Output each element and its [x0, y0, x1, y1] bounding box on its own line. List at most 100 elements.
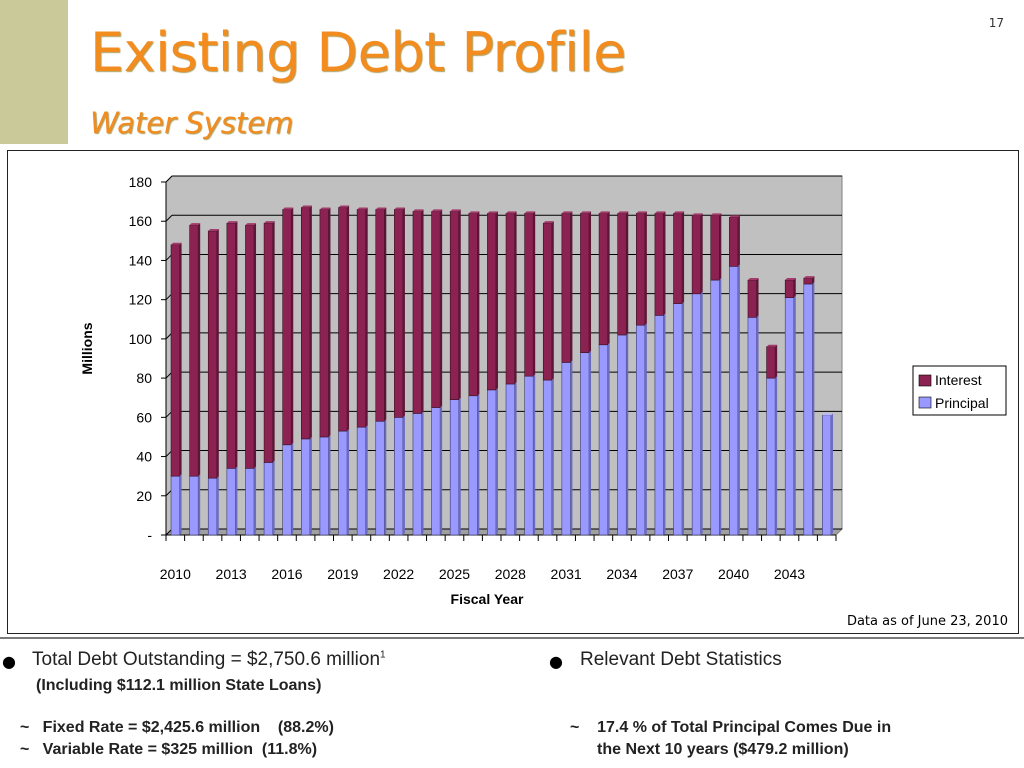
x-tick-label: 2022 [383, 566, 414, 582]
bar-interest-side [812, 276, 815, 284]
bar-top [673, 211, 685, 214]
bar-principal [505, 383, 515, 536]
y-axis-title: Millions [79, 322, 95, 374]
bar-principal-side [812, 281, 815, 535]
bar-principal-side [440, 405, 443, 535]
bar-interest [301, 207, 311, 440]
bar-principal [822, 415, 832, 536]
bar-interest-side [347, 205, 350, 432]
bar-interest-side [458, 209, 461, 400]
divider [0, 637, 1024, 639]
bar-principal-side [719, 278, 722, 535]
x-tick-label: 2037 [662, 566, 693, 582]
bar-top [710, 213, 722, 216]
bar-interest-side [719, 213, 722, 281]
bar-principal-side [328, 434, 331, 535]
bar-principal-side [235, 466, 238, 535]
bullet-icon: ● [2, 652, 16, 671]
bar-principal [170, 475, 180, 536]
bar-interest [636, 213, 646, 326]
bar-interest-side [607, 211, 610, 345]
bar-top [412, 209, 424, 212]
bar-principal-side [254, 466, 257, 535]
legend-swatch-interest [918, 374, 932, 387]
bar-principal-side [421, 411, 424, 535]
bar-principal [636, 324, 646, 536]
bar-principal [263, 462, 273, 536]
bar-principal-side [793, 295, 796, 535]
bar-interest [598, 213, 608, 346]
state-loans-note: (Including $112.1 million State Loans) [36, 677, 322, 694]
legend-label-interest: Interest [935, 372, 982, 388]
bar-interest [654, 213, 664, 316]
bar-interest-side [477, 211, 480, 396]
bar-interest-side [272, 221, 275, 463]
bar-interest [729, 217, 739, 267]
gridline-diag [165, 214, 173, 222]
bar-principal [375, 420, 385, 536]
bar-principal [245, 468, 255, 536]
bar-interest [431, 211, 441, 408]
bar-top [208, 229, 219, 232]
bar-top [338, 205, 350, 208]
bar-interest [207, 230, 218, 479]
y-tick-label: 140 [129, 252, 153, 268]
bar-principal-side [458, 397, 461, 535]
bar-principal-side [663, 313, 666, 535]
bar-top [301, 205, 312, 208]
bar-interest-side [291, 207, 294, 445]
bar-interest-side [179, 242, 182, 477]
bar-principal [226, 468, 236, 536]
bar-top [803, 276, 815, 279]
bar-principal-side [682, 301, 685, 535]
bar-top [357, 207, 368, 210]
x-tick-label: 2019 [327, 566, 358, 582]
bar-principal [729, 266, 739, 536]
x-axis-title: Fiscal Year [451, 591, 524, 607]
bar-top [468, 211, 480, 214]
bar-interest-side [198, 223, 201, 477]
bar-top [561, 211, 573, 214]
x-tick-label: 2034 [606, 566, 637, 582]
bar-interest [468, 213, 478, 397]
y-tick-label: - [147, 527, 152, 543]
bar-principal-side [402, 415, 405, 535]
bar-principal-side [533, 374, 536, 535]
bar-interest [673, 213, 683, 304]
bar-interest-side [384, 207, 387, 422]
bar-principal-side [737, 264, 740, 535]
bar-interest [245, 224, 255, 469]
bar-principal [449, 399, 460, 536]
bar-principal-side [551, 378, 554, 535]
bar-principal-side [384, 419, 387, 535]
bar-interest [505, 213, 515, 385]
bar-interest [710, 215, 720, 281]
bar-principal [207, 477, 218, 536]
bar-top [766, 344, 778, 347]
bar-interest [542, 222, 553, 381]
x-tick-label: 2010 [160, 566, 191, 582]
bar-interest [189, 224, 199, 477]
bar-principal-side [179, 474, 182, 535]
decorative-side-bar [0, 0, 68, 144]
bullet-icon: ● [549, 652, 563, 671]
bar-interest [282, 209, 292, 446]
bar-interest-side [626, 211, 629, 335]
x-tick-label: 2040 [718, 566, 749, 582]
bar-interest [412, 211, 422, 414]
bar-interest-side [589, 211, 592, 353]
bar-principal [189, 475, 199, 536]
bar-interest-side [775, 344, 778, 379]
y-tick-label: 120 [129, 292, 153, 308]
bar-interest-side [793, 278, 796, 298]
variable-rate-line: ~ Variable Rate = $325 million (11.8%) [20, 741, 318, 758]
bar-principal [598, 344, 608, 536]
bar-interest-side [663, 211, 666, 316]
bar-top [524, 211, 536, 214]
x-tick-label: 2043 [774, 566, 805, 582]
bar-principal [431, 407, 441, 536]
bar-principal [617, 334, 627, 536]
bar-top [226, 221, 238, 224]
y-tick-label: 80 [136, 370, 152, 386]
bar-principal-side [607, 342, 610, 535]
